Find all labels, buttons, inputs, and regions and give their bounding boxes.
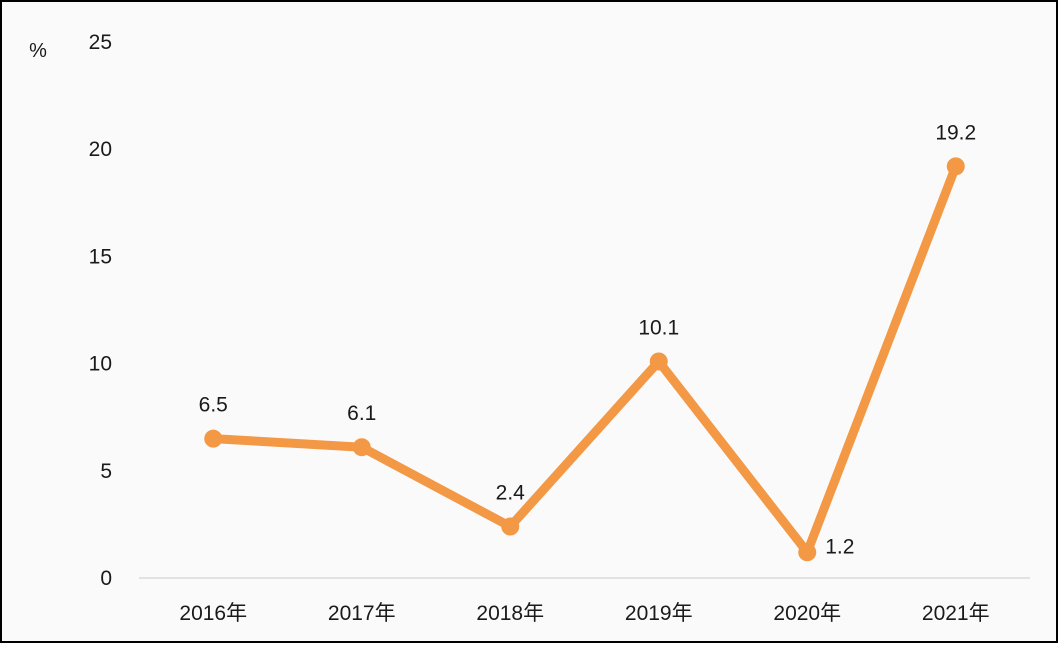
y-tick-label: 20 <box>89 138 112 161</box>
data-label: 19.2 <box>935 121 976 144</box>
y-axis-ticks: 0 5 10 15 20 25 <box>89 31 112 590</box>
data-label: 6.5 <box>199 394 228 417</box>
data-point <box>352 438 371 457</box>
x-tick-label: 2016年 <box>179 602 247 625</box>
data-points <box>204 157 965 562</box>
y-tick-label: 5 <box>100 460 112 483</box>
y-tick-label: 0 <box>100 567 112 590</box>
x-tick-label: 2021年 <box>922 602 990 625</box>
data-point <box>204 429 223 448</box>
data-label: 1.2 <box>825 535 854 558</box>
x-tick-label: 2017年 <box>328 602 396 625</box>
x-tick-label: 2020年 <box>773 602 841 625</box>
series-line <box>208 161 961 557</box>
data-labels: 6.5 6.1 2.4 10.1 1.2 19.2 <box>199 121 977 558</box>
data-point <box>946 157 965 176</box>
y-tick-label: 25 <box>89 31 112 54</box>
data-point <box>649 352 668 371</box>
data-label: 2.4 <box>496 482 526 505</box>
data-point <box>501 517 520 536</box>
x-axis-ticks: 2016年 2017年 2018年 2019年 2020年 2021年 <box>179 602 989 625</box>
y-axis-unit-label: % <box>29 40 47 62</box>
y-tick-label: 10 <box>89 353 112 376</box>
x-tick-label: 2019年 <box>625 602 693 625</box>
data-label: 6.1 <box>347 402 376 425</box>
y-tick-label: 15 <box>89 245 112 268</box>
data-label: 10.1 <box>638 316 679 339</box>
x-tick-label: 2018年 <box>476 602 544 625</box>
data-point <box>798 543 817 562</box>
